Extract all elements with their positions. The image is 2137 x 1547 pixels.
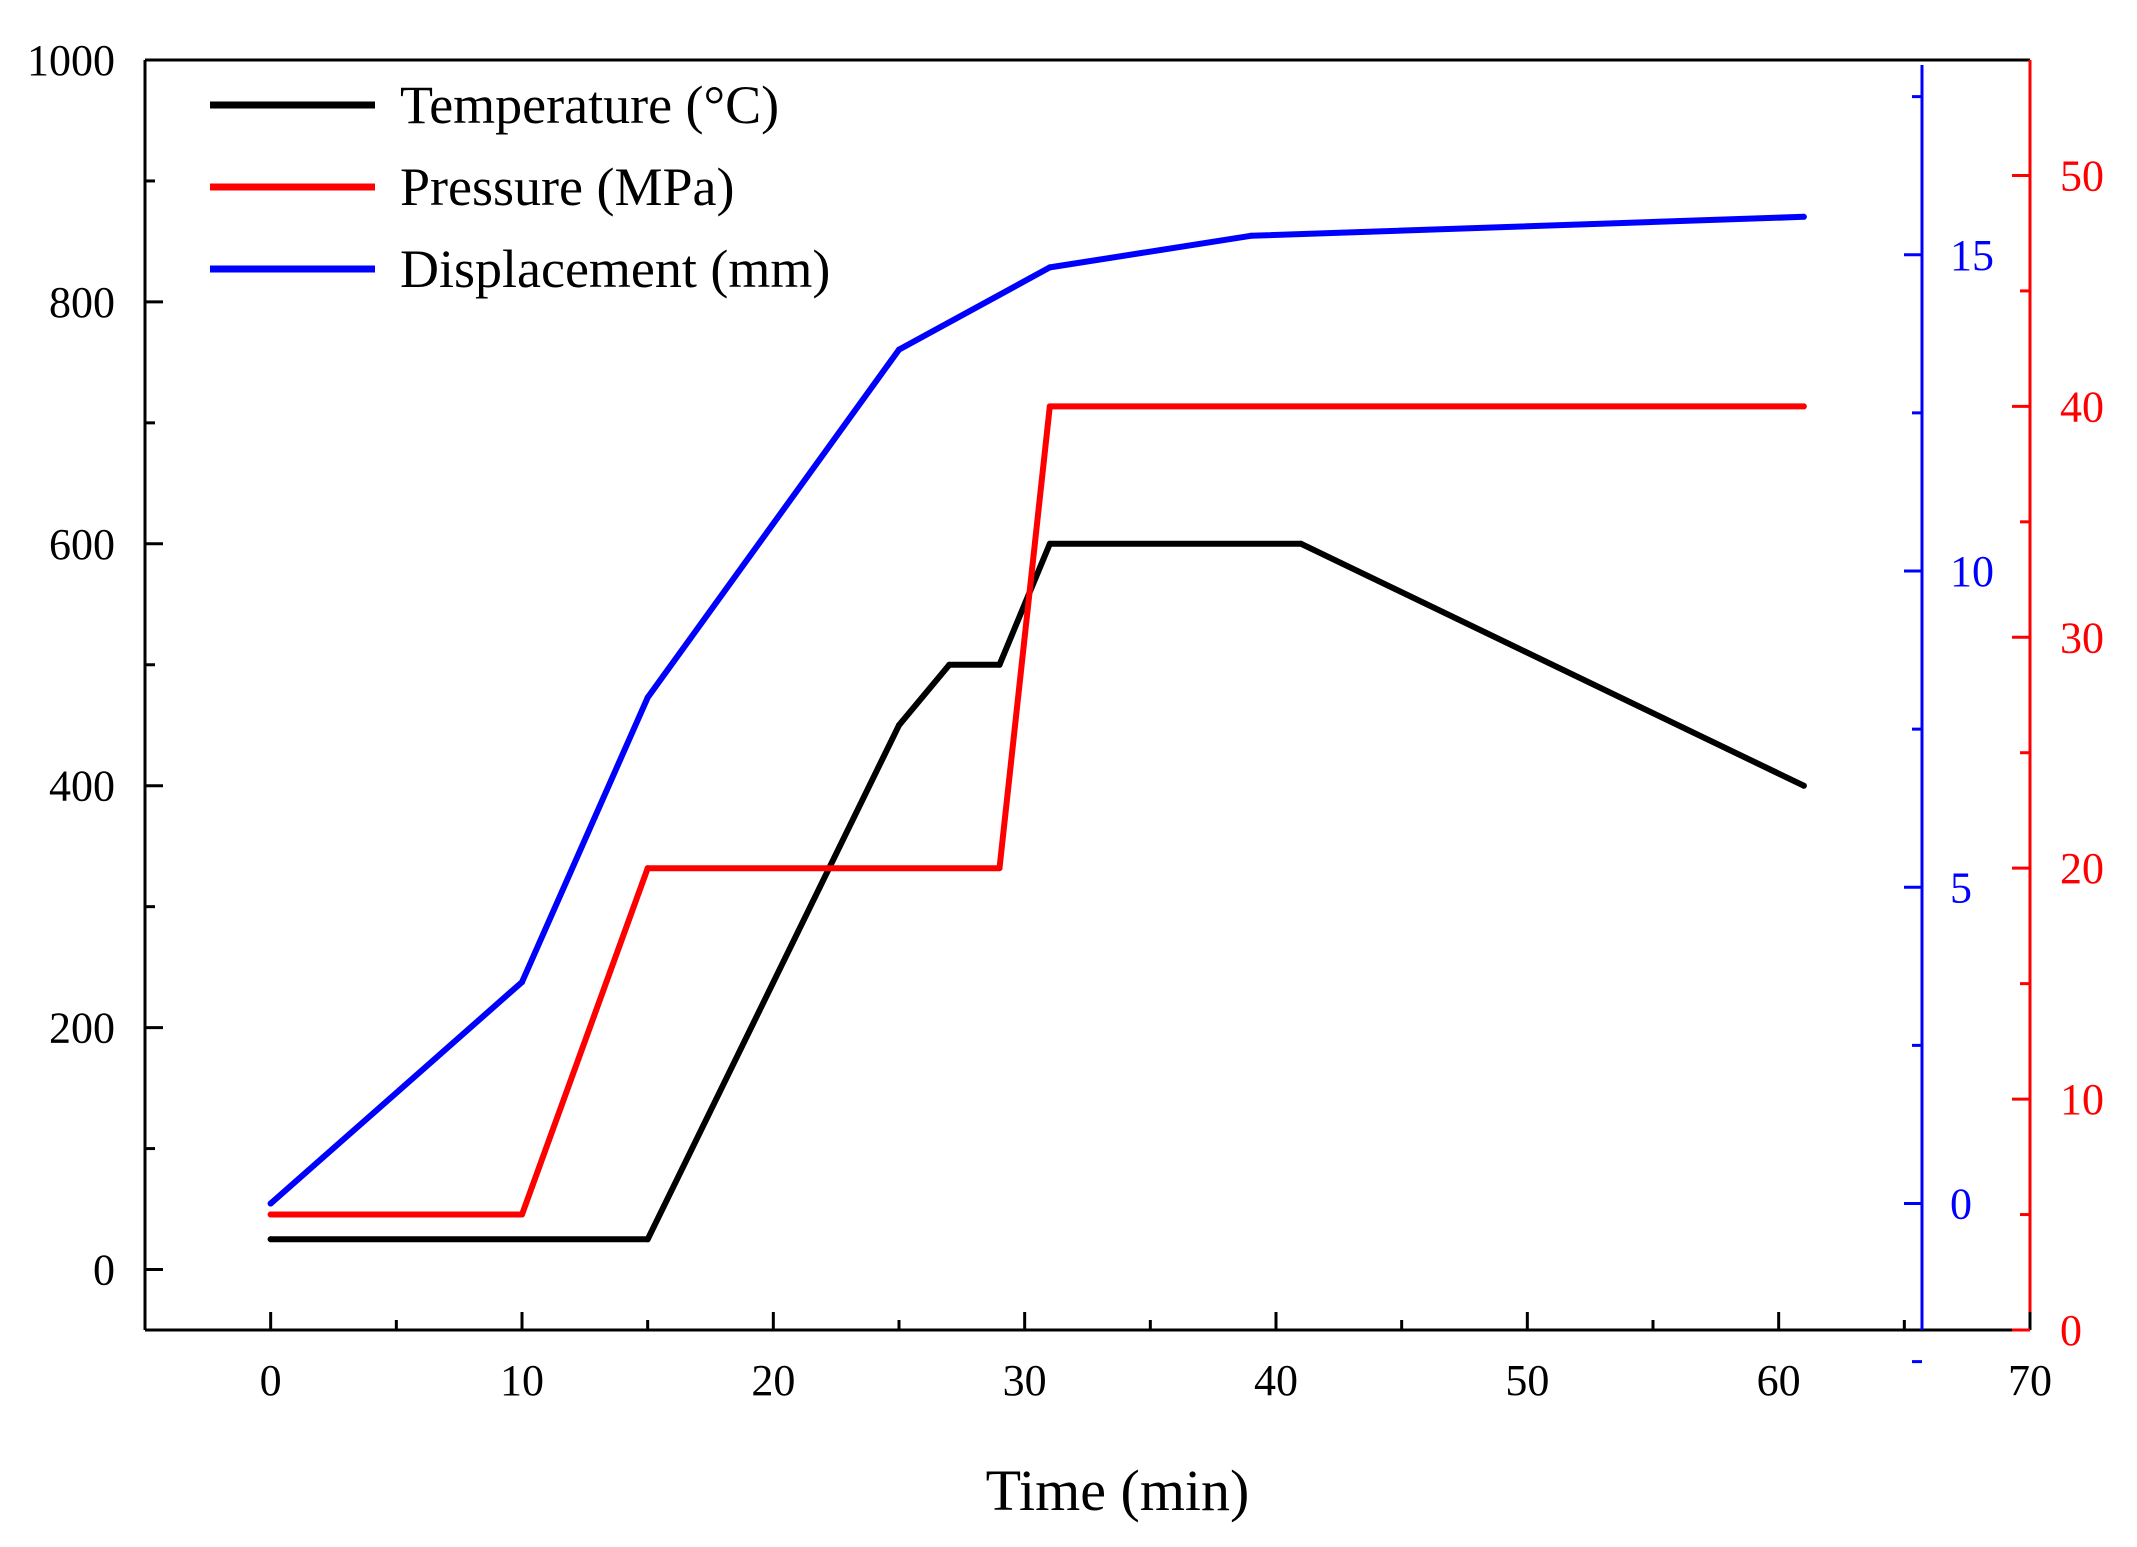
displacement-data-point [644,694,651,701]
temperature-series-line [267,540,1807,1243]
temperature-data-point [1298,540,1305,547]
left-tick-label: 800 [49,278,115,327]
displacement-data-point [267,1200,274,1207]
displacement-data-point [519,979,525,986]
blue-tick-label: 10 [1950,547,1994,596]
left-tick-label: 400 [49,762,115,811]
legend-label: Temperature (°C) [400,75,779,135]
pressure-data-point [1046,403,1053,410]
displacement-data-point [1247,232,1254,239]
x-tick-label: 0 [260,1356,282,1405]
temperature-data-point [644,1236,651,1243]
legend-label: Pressure (MPa) [400,157,734,217]
pressure-data-point [267,1211,274,1218]
left-tick-label: 200 [49,1004,115,1053]
red-tick-label: 30 [2060,613,2104,662]
pressure-data-point [996,865,1003,872]
temperature-data-point [1800,782,1807,789]
left-tick-label: 0 [93,1246,115,1295]
displacement-data-point [1800,213,1807,220]
legend: Temperature (°C) Pressure (MPa) Displaceme… [210,75,830,299]
red-tick-label: 50 [2060,151,2104,200]
x-tick-label: 70 [2008,1356,2052,1405]
displacement-series-line [267,213,1807,1207]
pressure-data-point [644,865,651,872]
blue-tick-label: 0 [1950,1180,1972,1229]
temperature-data-point [946,661,953,668]
red-tick-label: 0 [2060,1306,2082,1355]
left-tick-label: 1000 [27,36,115,85]
blue-tick-label: 5 [1950,863,1972,912]
red-tick-label: 20 [2060,844,2104,893]
temperature-data-point [267,1236,274,1243]
left-tick-label: 600 [49,520,115,569]
temperature-data-point [896,722,902,729]
displacement-data-point [1046,264,1053,271]
pressure-data-point [519,1211,525,1218]
legend-label: Displacement (mm) [400,239,830,299]
red-tick-label: 10 [2060,1075,2104,1124]
displacement-data-point [896,346,902,353]
blue-tick-label: 15 [1950,231,1994,280]
x-tick-label: 40 [1254,1356,1298,1405]
red-tick-label: 40 [2060,382,2104,431]
pressure-series-line [267,403,1807,1218]
temperature-data-point [1046,540,1053,547]
x-tick-label: 30 [1003,1356,1047,1405]
pressure-data-point [1800,403,1807,410]
x-axis-title: Time (min) [986,1458,1250,1523]
x-tick-label: 60 [1757,1356,1801,1405]
x-tick-label: 20 [751,1356,795,1405]
temperature-data-point [996,661,1003,668]
x-tick-label: 10 [500,1356,544,1405]
x-tick-label: 50 [1505,1356,1549,1405]
